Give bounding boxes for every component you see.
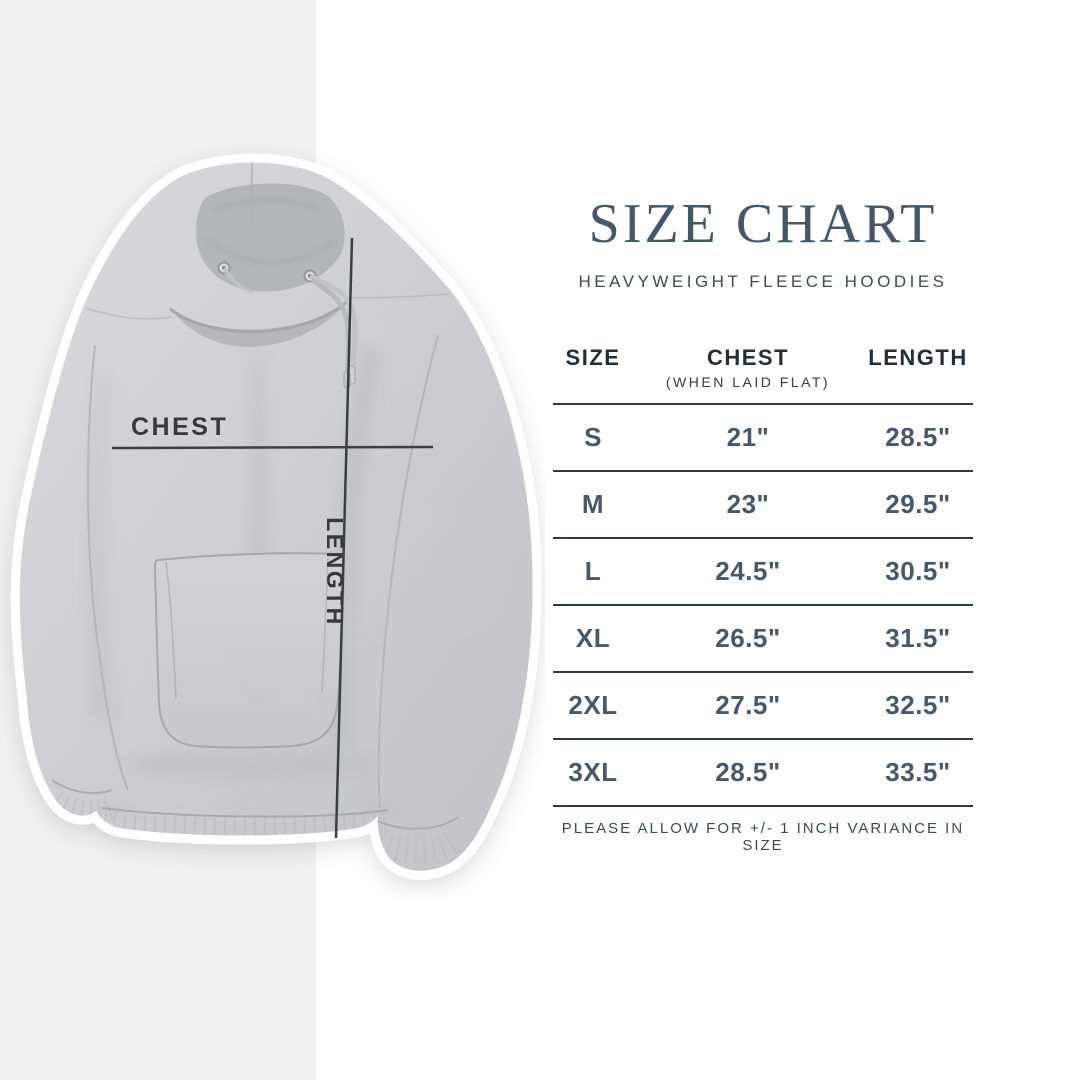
chest-cell: 24.5" bbox=[715, 556, 781, 586]
chest-cell: 27.5" bbox=[715, 690, 781, 720]
length-cell: 30.5" bbox=[885, 556, 951, 586]
chest-cell: 23" bbox=[726, 489, 770, 519]
size-chart-subtitle: HEAVYWEIGHT FLEECE HOODIES bbox=[578, 272, 948, 291]
size-cell: 3XL bbox=[568, 757, 618, 787]
size-cell: S bbox=[584, 422, 602, 452]
size-cell: XL bbox=[575, 623, 611, 653]
length-cell: 32.5" bbox=[885, 690, 951, 720]
size-cell: L bbox=[584, 556, 602, 586]
table-row: 3XL 28.5" 33.5" bbox=[553, 740, 973, 807]
chest-header-sublabel: (WHEN LAID FLAT) bbox=[665, 374, 831, 390]
length-header-label: LENGTH bbox=[868, 345, 968, 370]
size-table: SIZE CHEST (WHEN LAID FLAT) LENGTH S 21"… bbox=[553, 332, 973, 854]
table-row: M 23" 29.5" bbox=[553, 472, 973, 539]
table-row: 2XL 27.5" 32.5" bbox=[553, 673, 973, 740]
length-column-header: LENGTH bbox=[863, 332, 973, 403]
table-header-row: SIZE CHEST (WHEN LAID FLAT) LENGTH bbox=[553, 332, 973, 405]
length-cell: 28.5" bbox=[885, 422, 951, 452]
length-measure-line bbox=[334, 237, 354, 839]
size-header-label: SIZE bbox=[565, 345, 621, 370]
chest-cell: 21" bbox=[726, 422, 770, 452]
chest-cell: 28.5" bbox=[715, 757, 781, 787]
hoodie-illustration: CHEST LENGTH bbox=[10, 153, 542, 880]
size-cell: 2XL bbox=[568, 690, 618, 720]
size-cell: M bbox=[581, 489, 605, 519]
length-label: LENGTH bbox=[322, 517, 348, 627]
chest-column-header: CHEST (WHEN LAID FLAT) bbox=[633, 332, 863, 403]
table-row: S 21" 28.5" bbox=[553, 405, 973, 472]
chest-measure-line bbox=[111, 445, 434, 450]
hoodie-diagram: CHEST LENGTH bbox=[0, 140, 545, 900]
length-cell: 29.5" bbox=[885, 489, 951, 519]
chest-label: CHEST bbox=[131, 413, 228, 441]
length-cell: 31.5" bbox=[885, 623, 951, 653]
variance-note: PLEASE ALLOW FOR +/- 1 INCH VARIANCE IN … bbox=[561, 820, 965, 854]
size-chart-title: SIZE CHART bbox=[588, 193, 938, 255]
size-column-header: SIZE bbox=[553, 332, 633, 403]
chest-cell: 26.5" bbox=[715, 623, 781, 653]
length-cell: 33.5" bbox=[885, 757, 951, 787]
table-row: XL 26.5" 31.5" bbox=[553, 606, 973, 673]
chest-header-label: CHEST bbox=[706, 345, 790, 370]
table-row: L 24.5" 30.5" bbox=[553, 539, 973, 606]
